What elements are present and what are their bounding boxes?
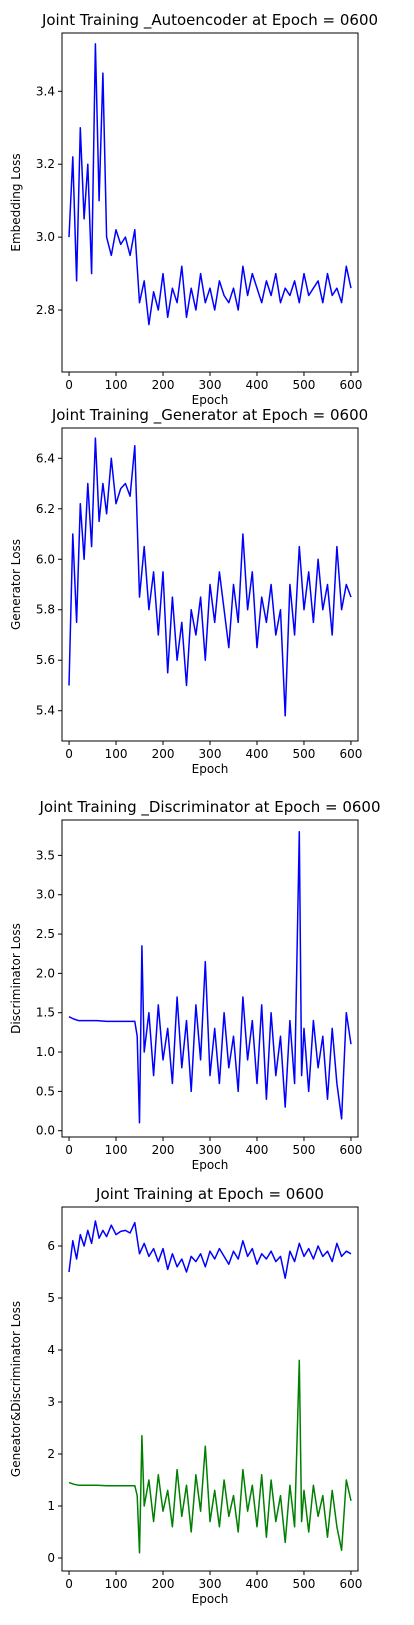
y-axis-label: Geneator&Discriminator Loss: [9, 1301, 23, 1477]
y-tick-label: 1: [47, 1499, 55, 1513]
x-tick-label: 500: [293, 1577, 316, 1591]
x-tick-label: 400: [246, 1577, 269, 1591]
y-tick-label: 5.6: [36, 653, 55, 667]
x-tick-label: 0: [65, 1143, 73, 1157]
x-tick-label: 100: [105, 747, 128, 761]
chart-title: Joint Training _Discriminator at Epoch =…: [38, 798, 380, 817]
x-tick-label: 0: [65, 378, 73, 392]
chart-title: Joint Training _Autoencoder at Epoch = 0…: [41, 11, 378, 30]
y-tick-label: 2.8: [36, 303, 55, 317]
chart-title: Joint Training _Generator at Epoch = 060…: [51, 406, 368, 425]
x-tick-label: 600: [339, 747, 362, 761]
x-tick-label: 0: [65, 1577, 73, 1591]
y-tick-label: 2.0: [36, 966, 55, 980]
x-tick-label: 600: [339, 378, 362, 392]
y-tick-label: 1.5: [36, 1006, 55, 1020]
y-axis-label: Discriminator Loss: [9, 923, 23, 1034]
x-tick-label: 300: [199, 378, 222, 392]
x-axis-label: Epoch: [192, 1158, 229, 1172]
x-tick-label: 200: [152, 1143, 175, 1157]
x-axis-label: Epoch: [192, 762, 229, 776]
y-tick-label: 3.0: [36, 230, 55, 244]
x-axis-label: Epoch: [192, 1592, 229, 1606]
y-axis-label: Embedding Loss: [9, 153, 23, 251]
y-tick-label: 0.5: [36, 1084, 55, 1098]
x-tick-label: 300: [199, 1577, 222, 1591]
series-line-2-0: [68, 831, 352, 1124]
x-tick-label: 200: [152, 378, 175, 392]
y-tick-label: 5: [47, 1291, 55, 1305]
x-tick-label: 400: [246, 1143, 269, 1157]
axes-frame: [61, 819, 359, 1138]
chart-panel-3: 0 100 200 300 400 500 600 0 1 2 3 4 5 6 Joint Training…: [9, 1185, 362, 1606]
y-axis-label: Generator Loss: [9, 539, 23, 630]
y-tick-label: 4: [47, 1343, 55, 1357]
y-tick-label: 5.4: [36, 704, 55, 718]
x-tick-label: 100: [105, 378, 128, 392]
y-tick-label: 2.5: [36, 927, 55, 941]
y-tick-label: 0.0: [36, 1124, 55, 1138]
x-tick-label: 100: [105, 1577, 128, 1591]
series-line-3-1: [68, 1359, 352, 1554]
x-tick-label: 500: [293, 747, 316, 761]
y-tick-label: 6.2: [36, 502, 55, 516]
series-line-1-0: [68, 437, 352, 717]
y-tick-label: 6: [47, 1239, 55, 1253]
y-tick-label: 5.8: [36, 603, 55, 617]
x-tick-label: 500: [293, 378, 316, 392]
y-tick-label: 6.0: [36, 552, 55, 566]
y-tick-label: 3.5: [36, 848, 55, 862]
y-tick-label: 3.4: [36, 84, 55, 98]
y-tick-label: 0: [47, 1551, 55, 1565]
x-tick-label: 200: [152, 1577, 175, 1591]
x-axis-label: Epoch: [192, 393, 229, 407]
x-tick-label: 300: [199, 747, 222, 761]
chart-panel-2: 0 100 200 300 400 500 600 0.0 0.5 1.0 1.5 2.0 2.5 3.0…: [9, 798, 381, 1172]
series-line-3-0: [68, 1220, 352, 1279]
y-tick-label: 2: [47, 1447, 55, 1461]
chart-panel-0: 0 100 200 300 400 500 600 2.8 3.0 3.2 3.4 Joint Tra…: [9, 11, 378, 407]
x-tick-label: 400: [246, 747, 269, 761]
x-tick-label: 300: [199, 1143, 222, 1157]
chart-title: Joint Training at Epoch = 0600: [95, 1185, 324, 1203]
y-tick-label: 1.0: [36, 1045, 55, 1059]
y-tick-label: 3.2: [36, 157, 55, 171]
y-tick-label: 6.4: [36, 451, 55, 465]
x-tick-label: 600: [339, 1577, 362, 1591]
x-tick-label: 600: [339, 1143, 362, 1157]
x-tick-label: 400: [246, 378, 269, 392]
x-tick-label: 500: [293, 1143, 316, 1157]
y-tick-label: 3.0: [36, 888, 55, 902]
series-line-0-0: [68, 43, 352, 326]
x-tick-label: 100: [105, 1143, 128, 1157]
x-tick-label: 200: [152, 747, 175, 761]
x-tick-label: 0: [65, 747, 73, 761]
y-tick-label: 3: [47, 1395, 55, 1409]
chart-panel-1: 0 100 200 300 400 500 600 5.4 5.6 5.8 6.0 6.2 6.4 Joi…: [9, 406, 368, 776]
